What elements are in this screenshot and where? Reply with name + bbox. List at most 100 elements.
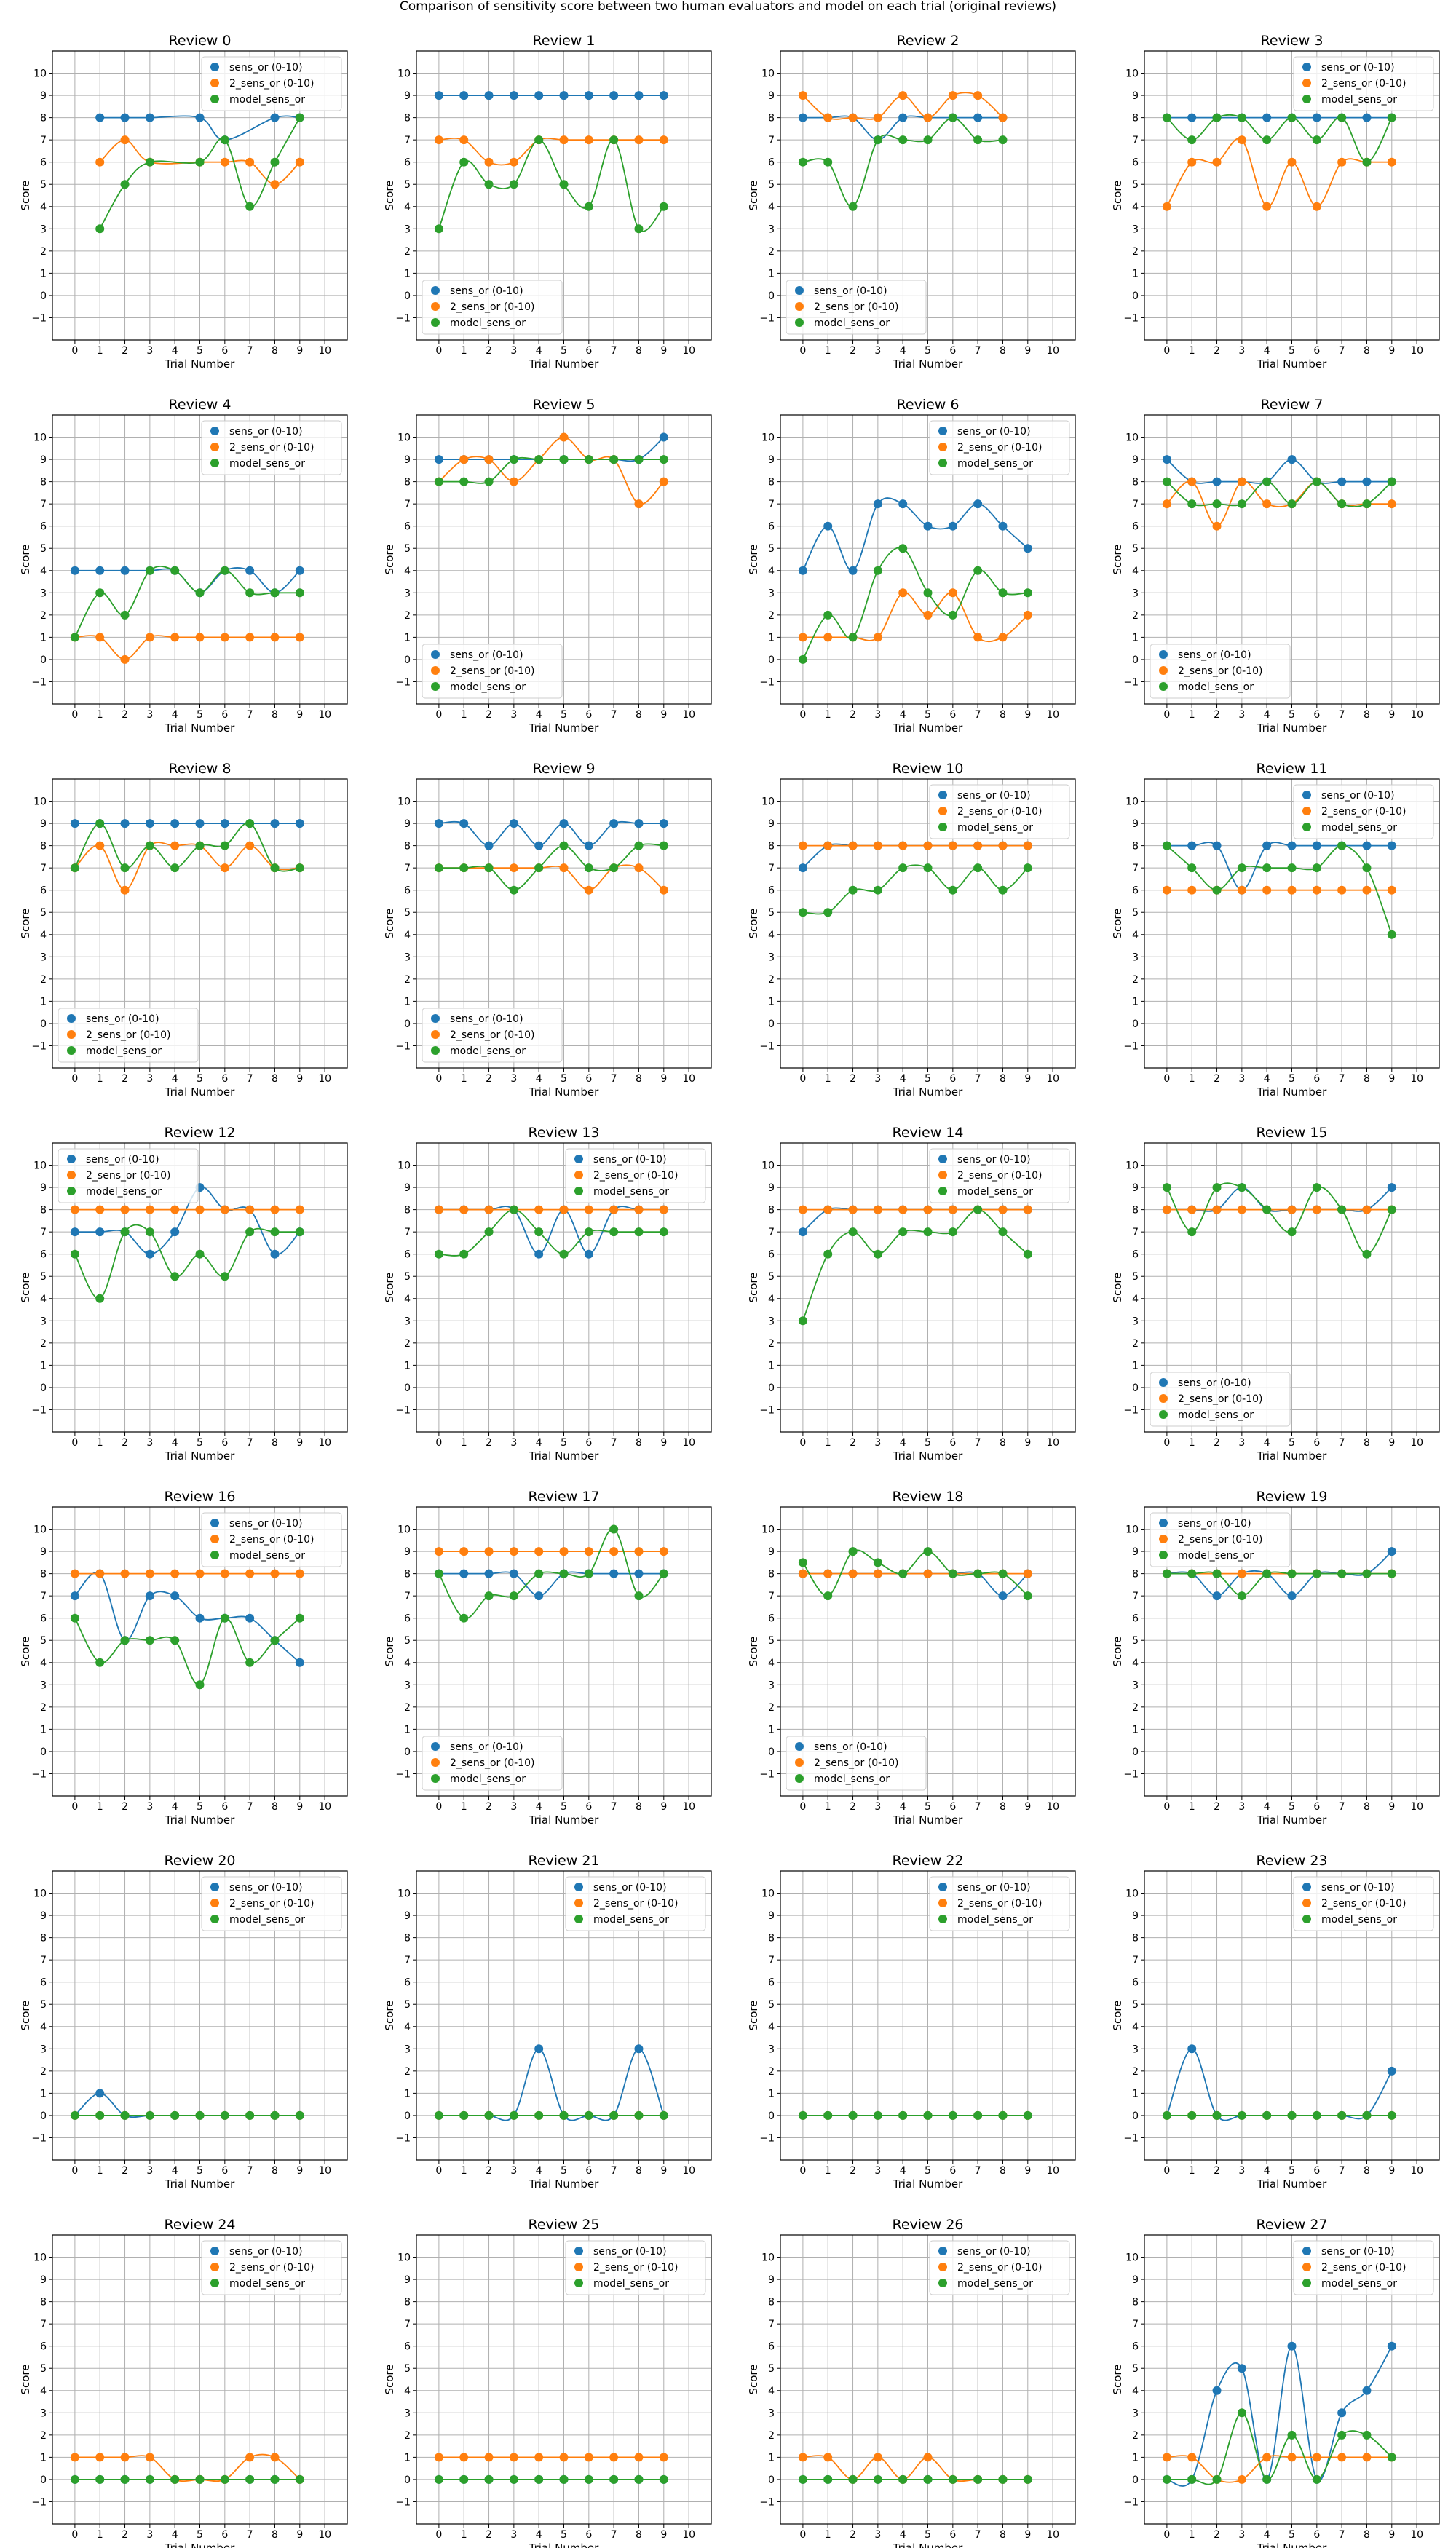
x-tick-label: 0 — [799, 709, 806, 721]
x-tick-label: 9 — [660, 2165, 667, 2177]
axes-frame — [52, 778, 348, 1069]
legend-marker — [938, 2263, 947, 2271]
y-tick-label: 9 — [404, 1546, 411, 1558]
x-tick-label: 9 — [296, 2165, 303, 2177]
data-point — [270, 588, 280, 598]
y-tick-label: 7 — [1132, 2319, 1139, 2330]
x-tick-label: 1 — [1189, 2165, 1195, 2177]
subplot-review-27: Review 270 1 2 3 4 5 6 7 8 9 10−1012345678910Trial… — [1111, 2217, 1440, 2548]
legend-box — [565, 1148, 706, 1203]
x-tick-label: 7 — [611, 345, 617, 357]
data-point — [70, 1205, 79, 1214]
data-point — [798, 2474, 807, 2484]
y-tick-label: 7 — [40, 1227, 47, 1238]
legend-label: model_sens_or — [229, 458, 305, 470]
y-axis-label: Score — [383, 1636, 396, 1666]
data-point — [873, 841, 882, 850]
data-point — [1237, 1569, 1246, 1578]
x-tick-label: 5 — [925, 2165, 931, 2177]
x-tick-label: 4 — [900, 2165, 906, 2177]
legend-marker — [67, 1046, 76, 1055]
legend-label: sens_or (0-10) — [957, 2246, 1031, 2258]
series-line — [438, 1528, 665, 1619]
x-tick-label: 2 — [1214, 1073, 1220, 1085]
x-tick-label: 0 — [71, 1801, 78, 1813]
y-tick-label: 7 — [40, 135, 47, 146]
x-tick-label: 3 — [510, 1437, 517, 1449]
y-tick-label: 8 — [40, 113, 47, 124]
data-point — [873, 2474, 882, 2484]
y-tick-label: 10 — [1125, 1524, 1139, 1536]
data-point — [220, 841, 229, 850]
y-tick-label: 9 — [768, 1910, 775, 1922]
series-1 — [434, 1205, 668, 1214]
legend-label: sens_or (0-10) — [814, 1741, 887, 1753]
data-point — [873, 113, 882, 122]
legend: sens_or (0-10)2_sens_or (0-10)model_sens… — [422, 644, 563, 699]
data-point — [245, 1227, 255, 1237]
x-tick-label: 10 — [1046, 709, 1059, 721]
data-point — [120, 2453, 130, 2462]
x-tick-label: 5 — [1289, 1437, 1295, 1449]
data-point — [634, 863, 644, 873]
legend-marker — [431, 1758, 440, 1767]
series-line — [1166, 2412, 1393, 2485]
y-tick-label: 0 — [40, 1382, 47, 1394]
y-tick-label: 2 — [1132, 2430, 1139, 2442]
data-point — [484, 180, 494, 189]
data-point — [534, 863, 544, 873]
legend-box — [786, 280, 927, 335]
x-axis-label: Trial Number — [165, 1085, 236, 1099]
y-tick-label: 7 — [768, 1955, 775, 1966]
x-tick-label: 4 — [536, 709, 542, 721]
y-tick-label: 5 — [404, 1271, 411, 1283]
data-point — [95, 1658, 105, 1667]
x-tick-label: 10 — [1410, 1073, 1423, 1085]
y-tick-label: 2 — [404, 2066, 411, 2078]
data-point — [170, 1591, 180, 1601]
legend: sens_or (0-10)2_sens_or (0-10)model_sens… — [1293, 56, 1434, 111]
data-point — [873, 1249, 882, 1259]
data-point — [484, 1205, 494, 1214]
data-point — [1312, 2453, 1321, 2462]
y-tick-label: 3 — [404, 587, 411, 599]
data-point — [295, 157, 304, 167]
series-line — [74, 842, 300, 891]
data-point — [1387, 930, 1396, 939]
data-point — [584, 841, 593, 850]
series-line — [438, 138, 664, 166]
legend-marker — [1159, 1519, 1168, 1527]
data-point — [1023, 544, 1032, 553]
data-point — [459, 1547, 469, 1556]
data-point — [609, 455, 619, 464]
data-point — [584, 135, 593, 145]
x-tick-label: 0 — [1163, 2529, 1170, 2541]
y-tick-label: 0 — [1132, 654, 1139, 666]
data-point — [459, 135, 469, 145]
legend-marker — [431, 302, 440, 311]
legend-marker — [1302, 2263, 1311, 2271]
x-tick-label: 2 — [122, 1073, 128, 1085]
data-point — [434, 2474, 443, 2484]
data-point — [1337, 157, 1347, 167]
series-line — [438, 864, 665, 891]
data-point — [120, 566, 130, 575]
series-line — [99, 117, 301, 229]
y-tick-label: 1 — [40, 2452, 47, 2464]
plot-area — [70, 1569, 304, 1690]
y-tick-label: 7 — [768, 2319, 775, 2330]
data-point — [823, 2474, 833, 2484]
data-point — [1337, 841, 1347, 850]
data-point — [95, 1205, 105, 1214]
data-point — [798, 113, 807, 122]
data-point — [898, 544, 908, 553]
legend: sens_or (0-10)2_sens_or (0-10)model_sens… — [1293, 2240, 1434, 2295]
data-point — [659, 841, 668, 850]
y-tick-label: 2 — [404, 246, 411, 258]
data-point — [170, 1205, 180, 1214]
data-point — [1387, 157, 1396, 167]
x-tick-label: 3 — [1238, 2529, 1245, 2541]
data-point — [823, 157, 833, 167]
x-axis-label: Trial Number — [893, 1813, 964, 1827]
x-axis-label: Trial Number — [1257, 1813, 1328, 1827]
